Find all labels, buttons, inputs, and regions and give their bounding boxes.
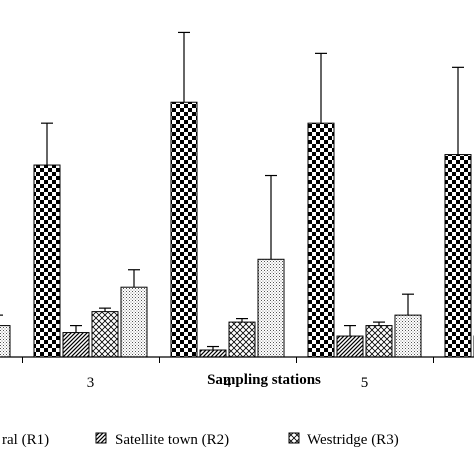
bar-3-series-1 (33, 164, 61, 358)
x-tick-label-5: 5 (361, 375, 369, 391)
legend-swatch-series-3 (288, 432, 300, 444)
bar-2-series-4 (0, 325, 11, 358)
legend-label-series-1: ral (R1) (2, 432, 49, 448)
legend-swatch-series-2 (95, 432, 107, 444)
bar-3-series-2 (62, 332, 90, 358)
bars-group (0, 101, 474, 358)
x-tick-label-4: 4 (224, 375, 232, 391)
legend: ral (R1) Satellite town (R2) Westridge (R3… (2, 432, 399, 448)
bar-5-series-1 (307, 122, 335, 358)
x-axis-ticks: 23456 (22, 357, 434, 391)
error-bars-group (0, 31, 464, 351)
bar-4-series-1 (170, 101, 198, 358)
bar-4-series-2 (199, 349, 227, 358)
legend-label-series-3: Westridge (R3) (307, 432, 399, 448)
bar-5-series-3 (365, 325, 393, 358)
x-tick-label-3: 3 (87, 375, 95, 391)
bar-3-series-4 (120, 286, 148, 358)
x-axis-title: Sampling stations (207, 372, 321, 388)
bar-4-series-3 (228, 321, 256, 358)
bar-4-series-4 (257, 258, 285, 358)
bar-5-series-2 (336, 335, 364, 358)
bar-5-series-4 (394, 314, 422, 358)
bar-3-series-3 (91, 311, 119, 358)
bar-6-series-1 (444, 154, 472, 358)
legend-label-series-2: Satellite town (R2) (115, 432, 229, 448)
